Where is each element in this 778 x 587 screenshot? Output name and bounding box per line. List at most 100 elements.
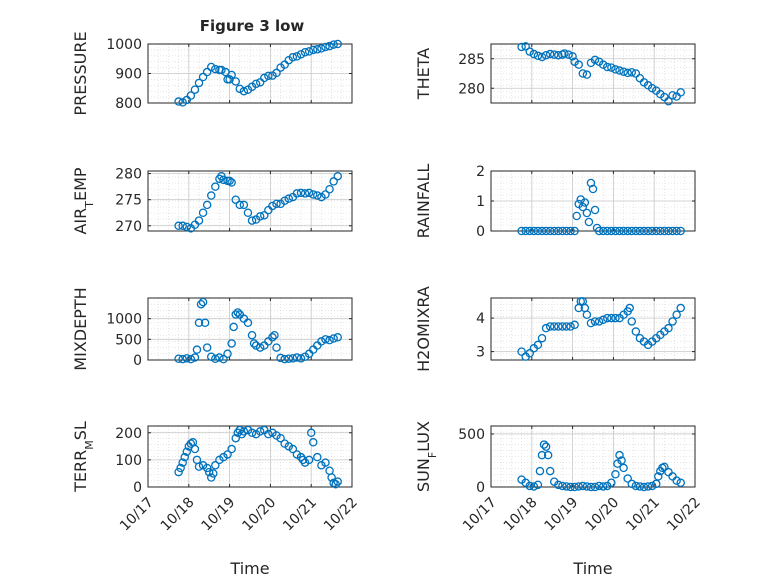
data-point (219, 354, 228, 364)
data-point (202, 67, 212, 77)
data-point (194, 462, 204, 471)
data-point (654, 472, 663, 481)
y-axis-label: PRESSURE (71, 31, 90, 115)
panel-6: 3 4 H2OMIXRA (414, 286, 696, 372)
data-point (276, 353, 285, 363)
data-point (178, 458, 187, 467)
series-points (517, 178, 685, 236)
data-point (590, 205, 600, 215)
data-point (308, 190, 318, 199)
data-point (321, 42, 330, 52)
grid (147, 171, 353, 231)
data-point (280, 196, 289, 205)
data-point (615, 450, 624, 460)
data-point (517, 347, 526, 356)
data-point (554, 480, 563, 490)
data-point (333, 333, 342, 342)
series-points (174, 171, 342, 233)
grid-major (491, 44, 695, 103)
data-point (525, 47, 535, 56)
data-point (223, 349, 232, 359)
data-point (194, 318, 204, 328)
data-point (215, 353, 224, 362)
y-tick-label: 900 (115, 67, 142, 83)
data-point (672, 310, 681, 320)
y-axis-label-rest: EMP (71, 167, 90, 201)
data-point (541, 50, 551, 60)
panel-2: 280 285 THETA (414, 42, 696, 106)
data-point (525, 226, 535, 236)
data-point (582, 310, 592, 320)
data-point (619, 226, 628, 236)
axes-box (147, 297, 353, 361)
data-point (270, 330, 279, 340)
data-point (288, 444, 298, 454)
data-point (533, 340, 543, 350)
data-point (300, 48, 310, 57)
data-point (529, 226, 539, 236)
data-point (586, 318, 596, 328)
data-point (672, 226, 681, 236)
data-point (239, 86, 249, 96)
y-axis-label: SUNFLUX (414, 421, 439, 492)
y-axis-label-main: SUN (414, 458, 433, 492)
series-points (517, 297, 685, 361)
data-point (635, 482, 645, 491)
data-point (235, 84, 245, 94)
data-point (247, 330, 257, 340)
data-point (572, 211, 581, 221)
data-point (194, 216, 204, 225)
data-point (276, 433, 285, 443)
data-point (178, 98, 187, 107)
data-point (535, 466, 545, 476)
data-point (623, 474, 632, 483)
y-axis-label-main: MIXDEPTH (71, 287, 90, 370)
data-point (611, 226, 620, 236)
data-point (272, 68, 281, 78)
data-point (533, 226, 543, 236)
data-point (288, 354, 298, 363)
data-point (296, 188, 306, 198)
data-point (651, 226, 661, 236)
data-point (251, 341, 261, 350)
data-point (639, 482, 649, 492)
data-point (304, 188, 314, 198)
data-point (676, 226, 685, 236)
data-point (247, 428, 257, 438)
y-tick-label: 280 (458, 81, 485, 97)
data-point (329, 478, 338, 488)
data-point (233, 308, 243, 317)
data-point (329, 177, 338, 186)
data-point (231, 433, 240, 443)
data-point (296, 50, 306, 59)
data-point (202, 200, 212, 210)
data-point (317, 337, 326, 346)
y-tick-label: 1000 (106, 312, 142, 328)
data-point (280, 354, 289, 364)
data-point (521, 226, 530, 236)
y-axis-label-subscript: M (83, 440, 96, 450)
data-point (607, 313, 616, 323)
data-point (227, 339, 236, 348)
data-point (268, 201, 277, 211)
y-axis-label-rest: SL (71, 421, 90, 440)
data-point (239, 200, 249, 210)
panel-5: 0 500 1000 MIXDEPTH (71, 287, 353, 371)
data-point (617, 456, 626, 465)
data-point (198, 297, 208, 307)
data-point (564, 50, 573, 59)
series-points (517, 440, 685, 492)
data-point (664, 96, 673, 106)
data-point (206, 352, 216, 361)
data-point (533, 480, 543, 490)
data-point (190, 85, 200, 94)
data-point (264, 71, 273, 81)
data-point (229, 322, 238, 332)
data-point (545, 322, 555, 331)
data-point (676, 303, 685, 313)
data-point (209, 469, 218, 478)
data-point (325, 41, 334, 51)
data-point (272, 199, 281, 209)
data-point (243, 318, 253, 328)
data-point (223, 450, 232, 459)
